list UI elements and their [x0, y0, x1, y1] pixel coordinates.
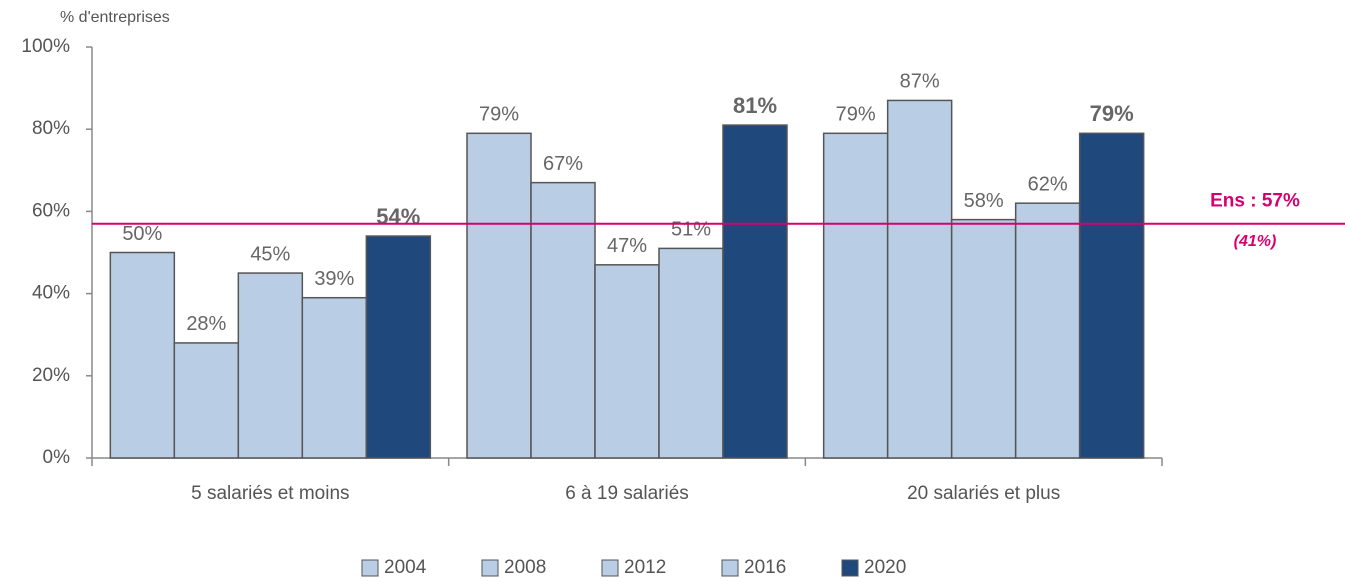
y-tick-label: 20%	[32, 365, 70, 386]
value-label: 79%	[479, 104, 519, 126]
x-tick-label: 6 à 19 salariés	[565, 483, 689, 504]
x-tick-label: 20 salariés et plus	[907, 483, 1060, 504]
value-label: 79%	[836, 104, 876, 126]
bar	[1014, 202, 1081, 459]
legend-swatch	[481, 559, 499, 577]
y-tick-label: 100%	[21, 36, 70, 57]
value-label: 54%	[376, 204, 420, 229]
bar	[886, 99, 953, 459]
value-label: 28%	[186, 313, 226, 335]
y-tick-label: 80%	[32, 118, 70, 139]
reference-label: Ens : 57%	[1210, 191, 1300, 212]
legend-swatch	[601, 559, 619, 577]
value-label: 51%	[671, 219, 711, 241]
bar	[594, 264, 660, 459]
legend-swatch	[841, 559, 859, 577]
y-tick-label: 40%	[32, 283, 70, 304]
bar	[822, 132, 889, 459]
legend-label: 2016	[744, 557, 786, 578]
value-label: 39%	[314, 268, 354, 290]
bar	[466, 132, 532, 459]
bar	[109, 251, 176, 459]
value-label: 67%	[543, 153, 583, 175]
value-label: 81%	[733, 93, 777, 118]
legend-label: 2008	[504, 557, 546, 578]
y-tick-label: 60%	[32, 200, 70, 221]
y-tick-label: 0%	[43, 447, 71, 468]
bar	[173, 342, 240, 459]
reference-sublabel: (41%)	[1234, 233, 1277, 250]
value-label: 47%	[607, 235, 647, 257]
value-label: 45%	[250, 243, 290, 265]
bar	[237, 272, 304, 459]
bar	[722, 124, 788, 459]
value-label: 62%	[1028, 173, 1068, 195]
y-axis-label: % d'entreprises	[60, 9, 170, 26]
bar	[1078, 132, 1145, 459]
value-label: 79%	[1090, 101, 1134, 126]
legend-swatch	[721, 559, 739, 577]
bar	[301, 296, 368, 459]
bar	[658, 247, 724, 459]
x-tick-label: 5 salariés et moins	[191, 483, 349, 504]
legend-label: 2020	[864, 557, 906, 578]
value-label: 58%	[964, 190, 1004, 212]
bar	[950, 218, 1017, 459]
value-label: 87%	[900, 71, 940, 93]
legend-label: 2012	[624, 557, 666, 578]
legend-label: 2004	[384, 557, 427, 578]
legend-swatch	[361, 559, 379, 577]
bar	[365, 235, 432, 459]
bar	[530, 181, 596, 459]
value-label: 50%	[122, 223, 162, 245]
